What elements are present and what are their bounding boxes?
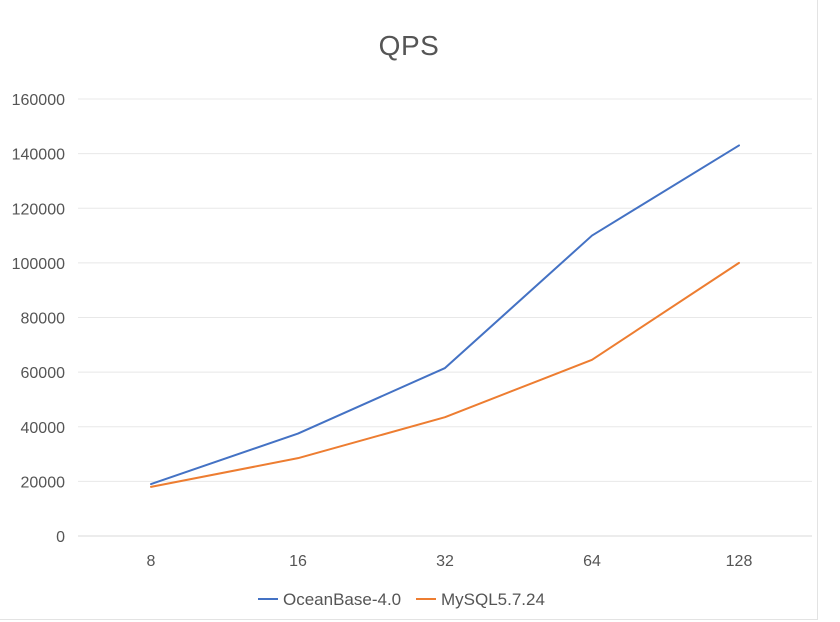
x-tick-label: 16 xyxy=(289,553,307,570)
legend: OceanBase-4.0 MySQL5.7.24 xyxy=(258,590,545,609)
chart-plot: 0 20000 40000 60000 80000 100000 120000 140000 1… xyxy=(12,92,812,609)
chart-title: QPS xyxy=(378,30,440,61)
x-tick-label: 64 xyxy=(583,553,601,570)
y-tick-label: 40000 xyxy=(21,420,66,437)
y-tick-label: 20000 xyxy=(21,474,66,491)
y-tick-label: 80000 xyxy=(21,311,66,328)
legend-label: MySQL5.7.24 xyxy=(441,590,545,609)
series-lines xyxy=(150,144,740,488)
x-tick-label: 128 xyxy=(726,553,753,570)
gridlines xyxy=(78,98,812,537)
y-axis-ticks: 0 20000 40000 60000 80000 100000 120000 140000 1… xyxy=(12,92,65,546)
x-axis-ticks: 8 16 32 64 128 xyxy=(147,553,753,570)
y-tick-label: 60000 xyxy=(21,365,66,382)
legend-label: OceanBase-4.0 xyxy=(283,590,401,609)
y-tick-label: 120000 xyxy=(12,201,65,218)
chart-frame: QPS 0 20000 40000 60000 80000 100000 120000 140… xyxy=(0,0,818,620)
series-line-oceanbase xyxy=(150,144,740,486)
x-tick-label: 32 xyxy=(436,553,454,570)
x-tick-label: 8 xyxy=(147,553,156,570)
y-tick-label: 0 xyxy=(56,529,65,546)
y-tick-label: 160000 xyxy=(12,92,65,109)
y-tick-label: 100000 xyxy=(12,256,65,273)
y-tick-label: 140000 xyxy=(12,147,65,164)
